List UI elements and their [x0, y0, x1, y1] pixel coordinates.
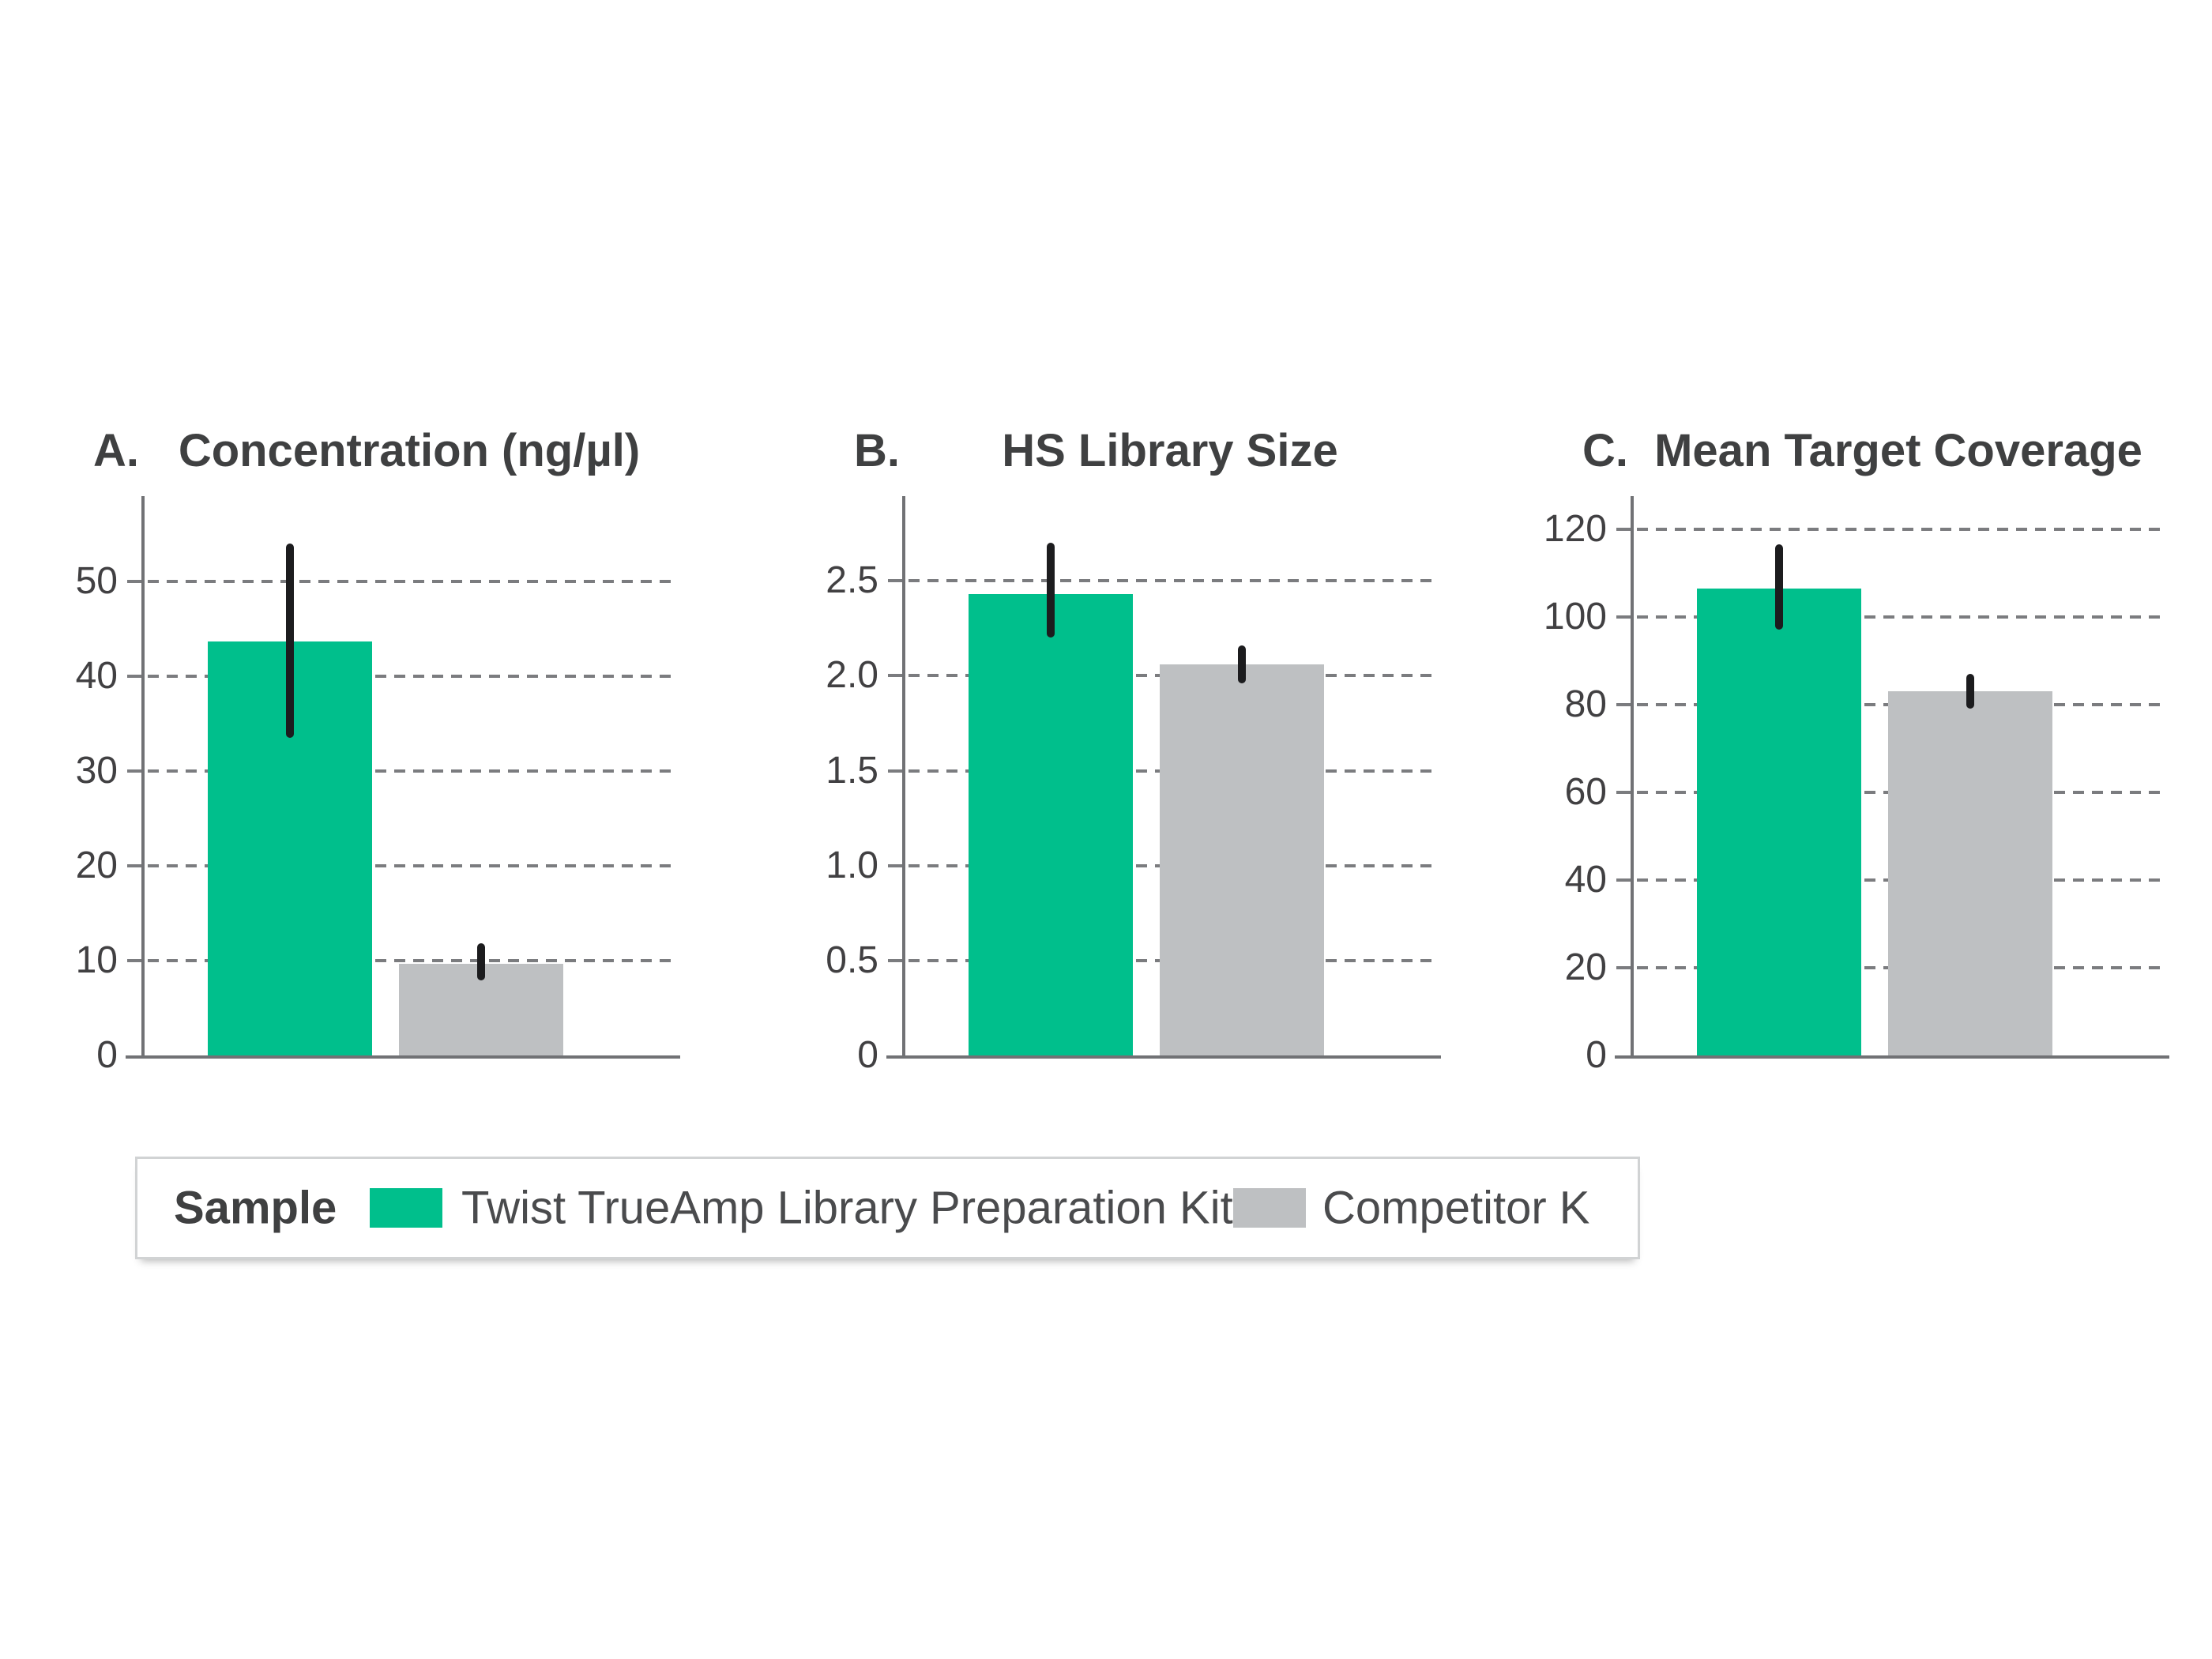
axis-tick-80: [1616, 702, 1631, 706]
y-tick-label-50: 50: [75, 560, 118, 603]
gridline-20: [148, 864, 674, 868]
y-tick-label-100: 100: [1543, 595, 1607, 638]
panel-letter-b: B.: [854, 425, 900, 476]
y-axis-line: [1631, 496, 1634, 1059]
legend-swatch-twist-kit: [370, 1188, 442, 1228]
error-bar-competitor-k: [1238, 645, 1246, 684]
plot-area-hs-library-size: 0 0.5 1.0 1.5 2.0 2.5: [826, 496, 1441, 1076]
y-tick-label-80: 80: [1564, 683, 1607, 725]
y-tick-label-30: 30: [75, 750, 118, 792]
y-tick-label-10: 10: [75, 939, 118, 982]
axis-tick-100: [1616, 615, 1631, 619]
axis-tick-60: [1616, 790, 1631, 794]
chart-title-hs-library-size: HS Library Size: [1002, 425, 1338, 476]
bar-twist-kit: [969, 594, 1133, 1055]
legend: Sample Twist TrueAmp Library Preparation…: [135, 1157, 1640, 1259]
chart-title-mean-target-coverage: Mean Target Coverage: [1654, 425, 2142, 476]
error-bar-competitor-k: [477, 943, 485, 981]
gridline-100: [1637, 615, 2163, 619]
gridline-30: [148, 769, 674, 773]
y-tick-label-0: 0: [96, 1034, 118, 1076]
bar-competitor-k: [1160, 664, 1324, 1055]
y-tick-label-1.0: 1.0: [826, 844, 878, 886]
y-axis-line: [141, 496, 145, 1059]
error-bar-twist-kit: [1775, 544, 1783, 630]
plot-area-mean-target-coverage: 0 20 40 60 80 100 120: [1544, 496, 2169, 1076]
y-tick-label-0: 0: [1586, 1034, 1607, 1076]
legend-title: Sample: [174, 1182, 337, 1234]
x-axis-line: [1615, 1055, 2169, 1059]
legend-item-competitor-k-label: Competitor K: [1322, 1182, 1590, 1234]
legend-item-twist-kit-label: Twist TrueAmp Library Preparation Kit: [461, 1182, 1233, 1234]
bar-twist-kit: [1697, 588, 1861, 1055]
legend-swatch-competitor-k: [1233, 1188, 1306, 1228]
y-tick-label-2.5: 2.5: [826, 559, 878, 602]
panel-letter-a: A.: [93, 425, 139, 476]
y-tick-label-60: 60: [1564, 770, 1607, 813]
y-tick-label-40: 40: [75, 655, 118, 698]
y-axis-line: [902, 496, 905, 1059]
axis-tick-40: [1616, 878, 1631, 882]
axis-tick-2.5: [888, 579, 902, 583]
y-tick-label-2.0: 2.0: [826, 654, 878, 697]
y-tick-label-40: 40: [1564, 858, 1607, 901]
axis-tick-120: [1616, 527, 1631, 531]
error-bar-competitor-k: [1966, 673, 1974, 709]
x-axis-line: [126, 1055, 680, 1059]
bar-competitor-k: [1888, 691, 2052, 1055]
gridline-10: [148, 959, 674, 963]
y-tick-label-120: 120: [1543, 507, 1607, 550]
plot-area-concentration: 0 10 20 30 40 50: [76, 496, 680, 1076]
axis-tick-2.0: [888, 674, 902, 678]
axis-tick-20: [1616, 965, 1631, 969]
error-bar-twist-kit: [286, 544, 294, 739]
y-tick-label-0.5: 0.5: [826, 939, 878, 981]
axis-tick-1.5: [888, 769, 902, 773]
axis-tick-10: [127, 959, 141, 963]
y-tick-label-1.5: 1.5: [826, 749, 878, 792]
axis-tick-0.5: [888, 958, 902, 962]
y-tick-label-0: 0: [857, 1034, 878, 1076]
axis-tick-40: [127, 675, 141, 679]
axis-tick-20: [127, 864, 141, 868]
panel-letter-c: C.: [1582, 425, 1628, 476]
chart-title-concentration: Concentration (ng/µl): [178, 425, 641, 476]
gridline-2.5: [908, 579, 1435, 583]
y-tick-label-20: 20: [75, 845, 118, 887]
axis-tick-30: [127, 769, 141, 773]
gridline-40: [148, 675, 674, 679]
gridline-120: [1637, 527, 2163, 531]
axis-tick-50: [127, 580, 141, 584]
y-tick-label-20: 20: [1564, 946, 1607, 988]
error-bar-twist-kit: [1047, 543, 1055, 638]
x-axis-line: [886, 1055, 1441, 1059]
gridline-50: [148, 580, 674, 584]
axis-tick-1.0: [888, 863, 902, 867]
